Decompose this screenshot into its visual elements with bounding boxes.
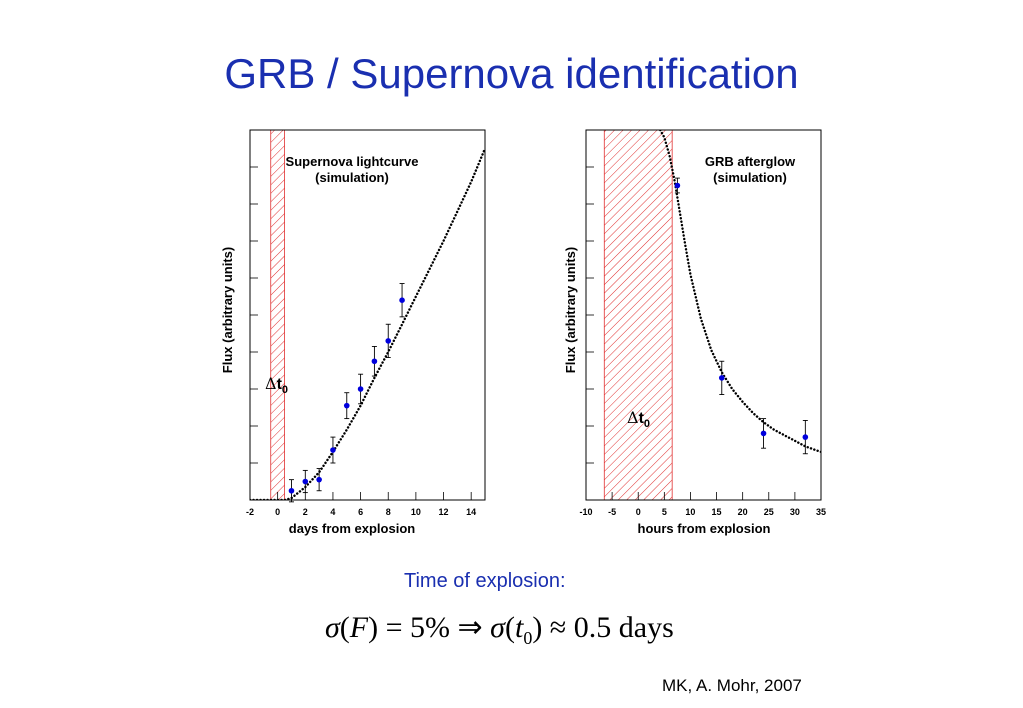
grb-data-point	[674, 182, 681, 189]
sn-delta-t-label: Δt0	[265, 374, 288, 396]
sn-data-point	[371, 358, 378, 365]
sn-data-point	[385, 338, 392, 344]
grb-chart-subtitle: (simulation)	[713, 170, 787, 185]
sn-x-axis-label: days from explosion	[289, 521, 415, 536]
grb-afterglow-chart: -10 -5 0 5 10 15 20 25 30 35 GRB afterglow(simulat…	[563, 129, 826, 536]
sn-data-point	[330, 447, 336, 453]
grb-x-tick-label: 35	[816, 507, 826, 517]
grb-data-point	[760, 430, 767, 437]
grb-x-tick-label: -10	[579, 507, 592, 517]
formula-f: F	[349, 611, 369, 644]
formula-mid: ) = 5% ⇒	[368, 611, 491, 644]
sn-data-point	[288, 487, 295, 494]
grb-x-tick-label: 25	[764, 507, 774, 517]
formula-sigma-2: σ	[490, 611, 505, 644]
grb-x-tick-label: 5	[662, 507, 667, 517]
sn-delta-t-band	[270, 129, 285, 501]
formula-t: t	[514, 611, 524, 644]
sn-data-point	[316, 476, 322, 483]
sn-data-point	[343, 402, 350, 409]
grb-x-tick-label: 0	[636, 507, 641, 517]
time-of-explosion-label: Time of explosion:	[404, 570, 566, 592]
grb-x-tick-label: -5	[608, 507, 616, 517]
sn-x-tick-label: -2	[246, 507, 254, 517]
formula-sigma: σ	[325, 611, 340, 644]
grb-y-axis-label: Flux (arbitrary units)	[563, 247, 578, 373]
formula-open: (	[339, 611, 350, 644]
formula-tail: ) ≈ 0.5 days	[532, 611, 674, 644]
sn-chart-subtitle: (simulation)	[315, 170, 389, 185]
sn-data-point	[302, 478, 309, 485]
grb-x-tick-label: 10	[685, 507, 695, 517]
grb-delta-t-label: Δt0	[627, 408, 650, 430]
sn-x-tick-label: 6	[358, 507, 363, 517]
sn-y-axis-label: Flux (arbitrary units)	[220, 247, 235, 373]
formula-subscript: 0	[523, 628, 533, 648]
sn-x-tick-label: 14	[466, 507, 476, 517]
grb-data-point	[718, 375, 725, 381]
sn-x-tick-label: 12	[439, 507, 449, 517]
uncertainty-formula: σ(F) = 5% ⇒ σ(t0) ≈ 0.5 days	[325, 610, 674, 649]
sn-x-tick-label: 10	[411, 507, 421, 517]
grb-x-tick-label: 30	[790, 507, 800, 517]
grb-chart-title: GRB afterglow	[705, 154, 796, 169]
sn-x-tick-label: 8	[386, 507, 391, 517]
formula-open-2: (	[504, 611, 515, 644]
supernova-lightcurve-chart: -2 0 2 4 6 8 10 12 14 Supernova lightcurve(simula…	[220, 129, 486, 536]
grb-x-axis-label: hours from explosion	[638, 521, 771, 536]
sn-data-point	[357, 386, 364, 392]
grb-delta-t-band	[603, 129, 673, 501]
grb-x-tick-label: 15	[712, 507, 722, 517]
credit-text: MK, A. Mohr, 2007	[662, 676, 802, 695]
sn-chart-title: Supernova lightcurve	[286, 154, 419, 169]
grb-data-point	[802, 434, 809, 440]
sn-x-tick-label: 2	[303, 507, 308, 517]
sn-x-tick-label: 4	[330, 507, 335, 517]
slide-title: GRB / Supernova identification	[224, 50, 799, 97]
grb-x-tick-label: 20	[738, 507, 748, 517]
sn-plot-frame	[249, 129, 486, 501]
sn-model-curve	[250, 147, 485, 500]
sn-data-point	[399, 297, 405, 303]
sn-x-tick-label: 0	[275, 507, 280, 517]
